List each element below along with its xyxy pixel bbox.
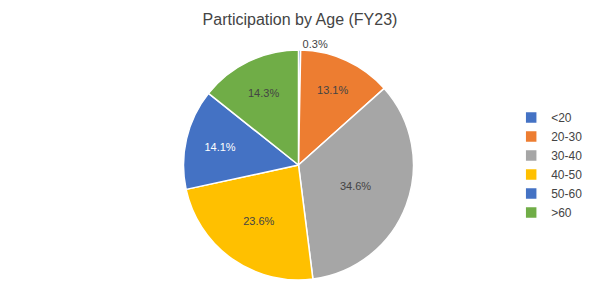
- svg-text:50-60: 50-60: [551, 187, 582, 201]
- svg-text:34.6%: 34.6%: [340, 180, 371, 192]
- svg-text:Participation by Age (FY23): Participation by Age (FY23): [203, 11, 398, 28]
- svg-text:14.3%: 14.3%: [248, 87, 279, 99]
- svg-text:23.6%: 23.6%: [243, 215, 274, 227]
- svg-text:>60: >60: [551, 206, 572, 220]
- svg-text:<20: <20: [551, 111, 572, 125]
- svg-text:20-30: 20-30: [551, 130, 582, 144]
- svg-text:13.1%: 13.1%: [317, 84, 348, 96]
- svg-text:30-40: 30-40: [551, 149, 582, 163]
- svg-text:40-50: 40-50: [551, 168, 582, 182]
- svg-text:0.3%: 0.3%: [303, 38, 328, 50]
- svg-text:14.1%: 14.1%: [204, 141, 235, 153]
